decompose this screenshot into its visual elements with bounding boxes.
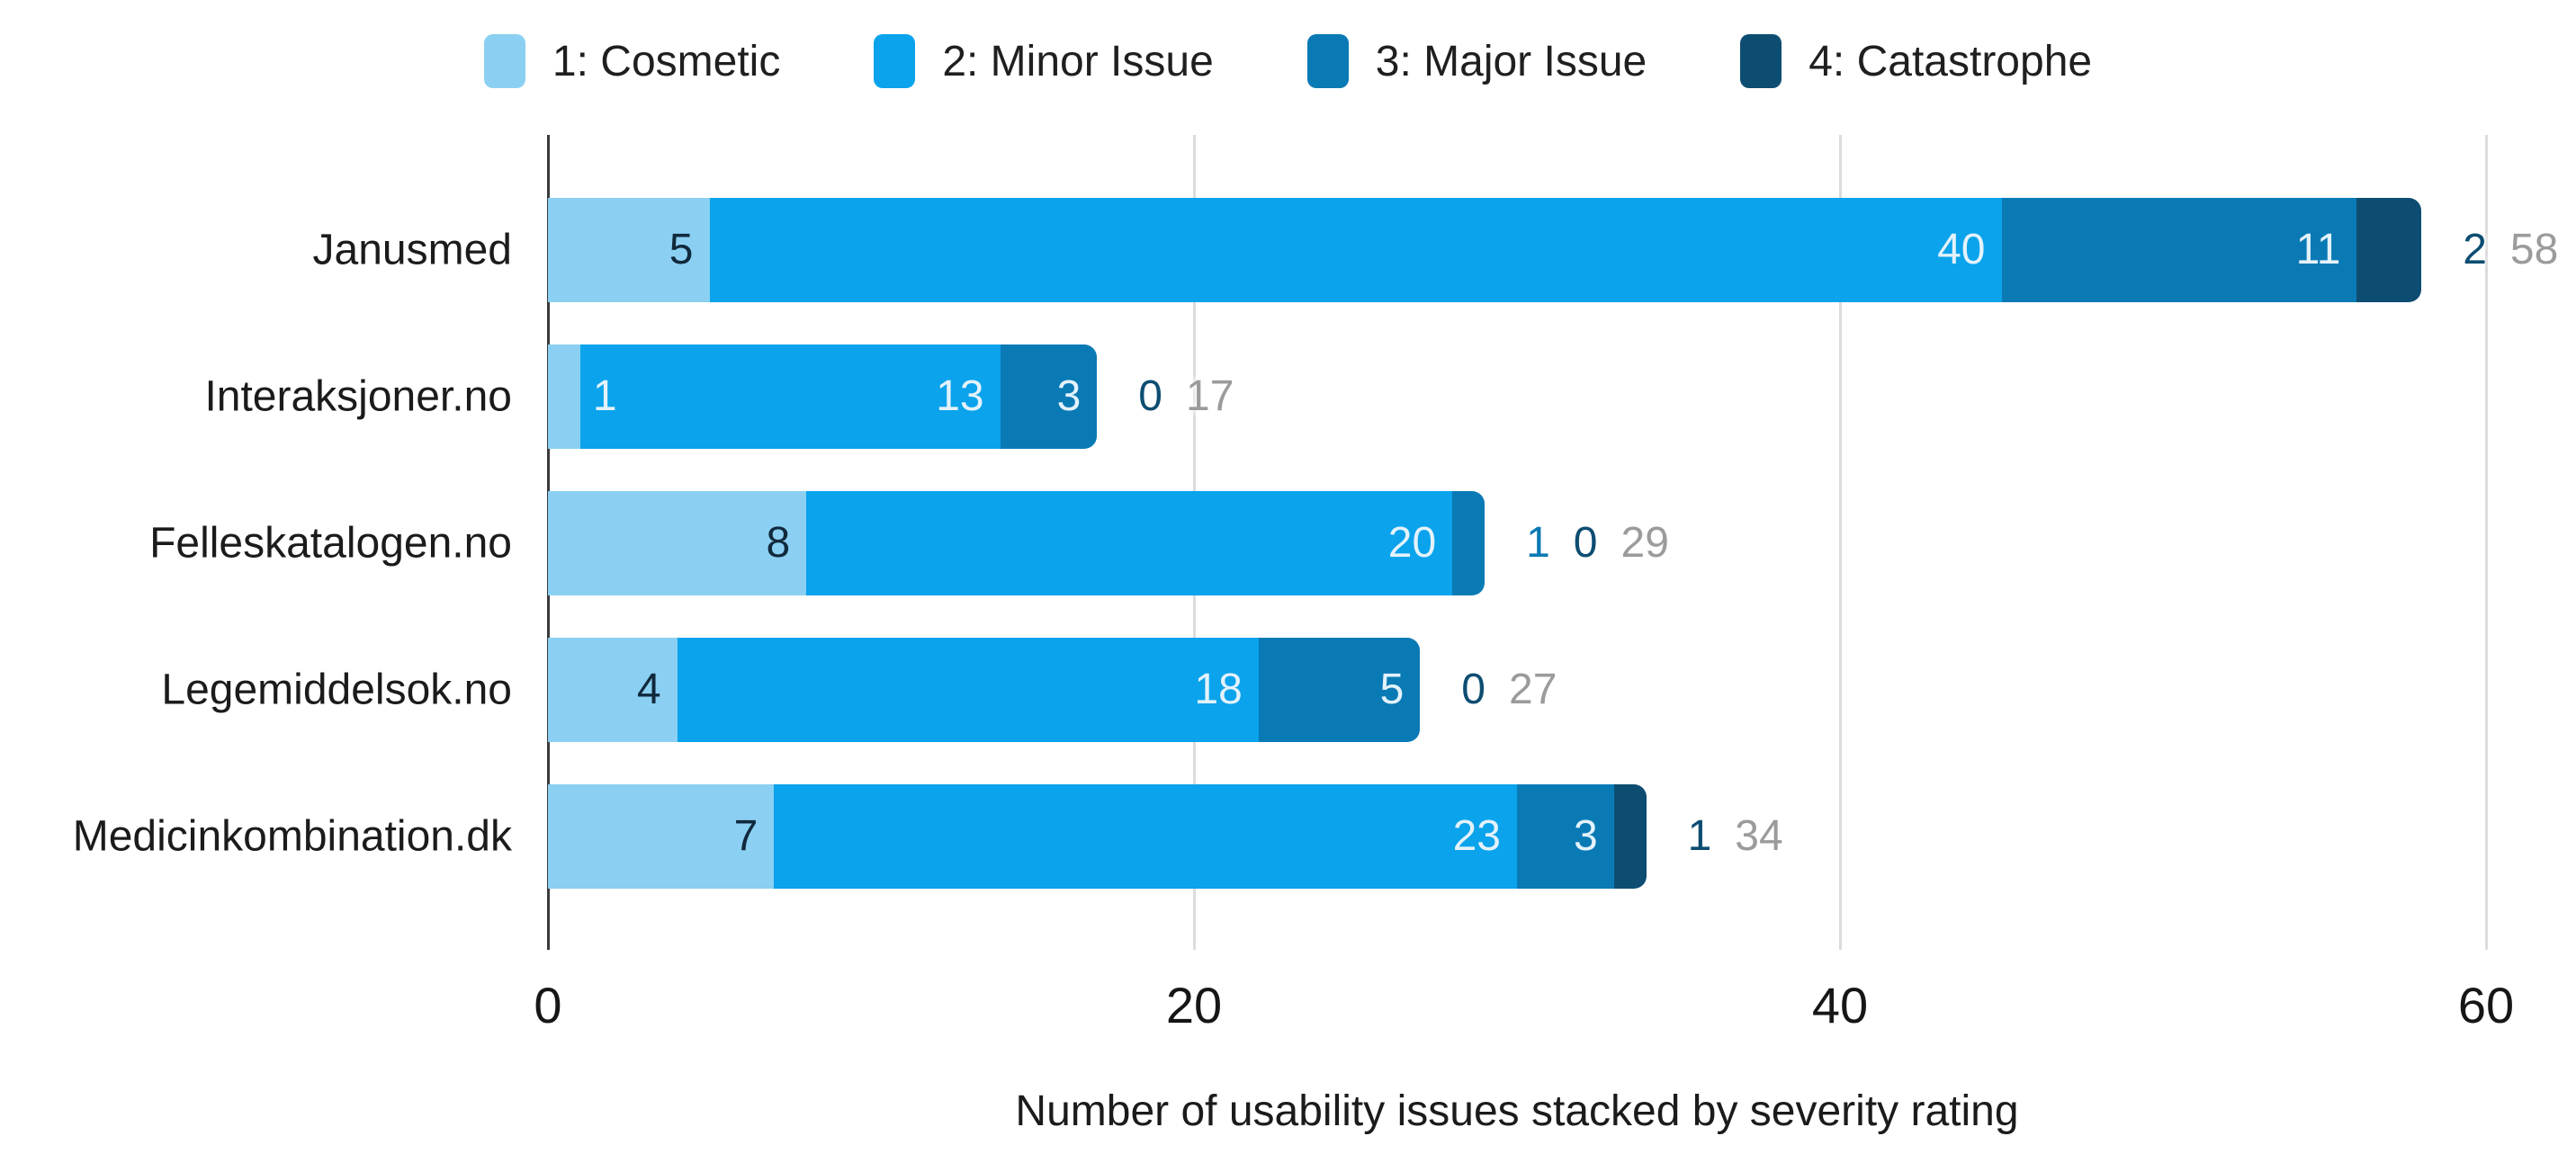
gridline xyxy=(1838,135,1842,950)
segment-value-label: 1 xyxy=(592,372,617,420)
category-label: Felleskatalogen.no xyxy=(149,519,512,568)
category-label: Janusmed xyxy=(312,226,512,274)
segment-outside-label: 1 xyxy=(1526,519,1550,567)
segment-outside-label: 0 xyxy=(1138,372,1162,420)
bar-segment xyxy=(1258,638,1421,742)
bar-segment xyxy=(1452,491,1485,595)
bar-segment xyxy=(548,784,775,889)
segment-value-label: 18 xyxy=(1194,666,1243,713)
legend-swatch-icon xyxy=(1306,34,1349,88)
segment-value-label: 23 xyxy=(1452,812,1501,860)
segment-value-label: 7 xyxy=(733,812,758,860)
bar-outside-labels: 1 0 29 xyxy=(1526,522,1669,565)
bar-total-label: 29 xyxy=(1620,519,1669,567)
legend-item: 2: Minor Issue xyxy=(874,34,1214,88)
legend-swatch-icon xyxy=(1740,34,1782,88)
x-tick-label: 0 xyxy=(534,977,562,1033)
bar-segment xyxy=(548,638,678,742)
bar-segment xyxy=(1517,784,1614,889)
bar-segment xyxy=(548,344,580,449)
bar-segment xyxy=(2001,198,2357,302)
bar-segment xyxy=(579,344,1001,449)
segment-outside-label: 2 xyxy=(2463,226,2487,273)
legend-swatch-icon xyxy=(483,34,525,88)
bar-total-label: 58 xyxy=(2509,226,2559,273)
segment-outside-label: 1 xyxy=(1687,812,1712,860)
category-label: Medicinkombination.dk xyxy=(72,812,512,861)
category-label: Interaksjoner.no xyxy=(204,372,512,421)
segment-value-label: 20 xyxy=(1387,519,1437,567)
legend-label: 1: Cosmetic xyxy=(552,37,781,85)
segment-value-label: 11 xyxy=(2295,226,2341,273)
category-label: Legemiddelsok.no xyxy=(161,666,512,714)
segment-outside-label: 0 xyxy=(1461,666,1485,713)
bar-segment xyxy=(806,491,1453,595)
bar-outside-labels: 0 27 xyxy=(1461,668,1557,711)
segment-value-label: 5 xyxy=(669,226,694,273)
bar-segment xyxy=(774,784,1517,889)
bar-total-label: 27 xyxy=(1509,666,1557,713)
segment-outside-label: 0 xyxy=(1573,519,1598,567)
segment-value-label: 13 xyxy=(936,372,984,420)
segment-value-label: 40 xyxy=(1937,226,1986,273)
chart-legend: 1: Cosmetic 2: Minor Issue 3: Major Issue 4… xyxy=(0,34,2576,88)
bar-segment xyxy=(677,638,1259,742)
bar-segment xyxy=(548,491,807,595)
x-tick-label: 40 xyxy=(1811,977,1869,1033)
bar-segment xyxy=(548,198,710,302)
legend-item: 4: Catastrophe xyxy=(1740,34,2092,88)
segment-value-label: 4 xyxy=(636,666,661,713)
segment-value-label: 3 xyxy=(1573,812,1598,860)
legend-item: 3: Major Issue xyxy=(1306,34,1647,88)
legend-label: 3: Major Issue xyxy=(1375,37,1647,85)
segment-value-label: 3 xyxy=(1056,372,1082,420)
bar-total-label: 17 xyxy=(1186,372,1234,420)
gridline xyxy=(2484,135,2488,950)
segment-value-label: 8 xyxy=(766,519,791,567)
bar-segment xyxy=(2356,198,2422,302)
legend-label: 4: Catastrophe xyxy=(1809,37,2093,85)
bar-total-label: 34 xyxy=(1735,812,1783,860)
segment-value-label: 5 xyxy=(1379,666,1405,713)
x-tick-label: 20 xyxy=(1165,977,1223,1033)
bar-segment xyxy=(709,198,2002,302)
legend-swatch-icon xyxy=(874,34,916,88)
bar-outside-labels: 0 17 xyxy=(1138,375,1234,418)
bar-outside-labels: 1 34 xyxy=(1688,815,1783,858)
bar-segment xyxy=(1613,784,1647,889)
legend-label: 2: Minor Issue xyxy=(942,37,1214,85)
legend-item: 1: Cosmetic xyxy=(483,34,781,88)
x-tick-label: 60 xyxy=(2457,977,2515,1033)
x-axis-title: Number of usability issues stacked by se… xyxy=(1015,1087,2019,1135)
bar-outside-labels: 2 58 xyxy=(2463,228,2558,272)
bar-segment xyxy=(1000,344,1098,449)
